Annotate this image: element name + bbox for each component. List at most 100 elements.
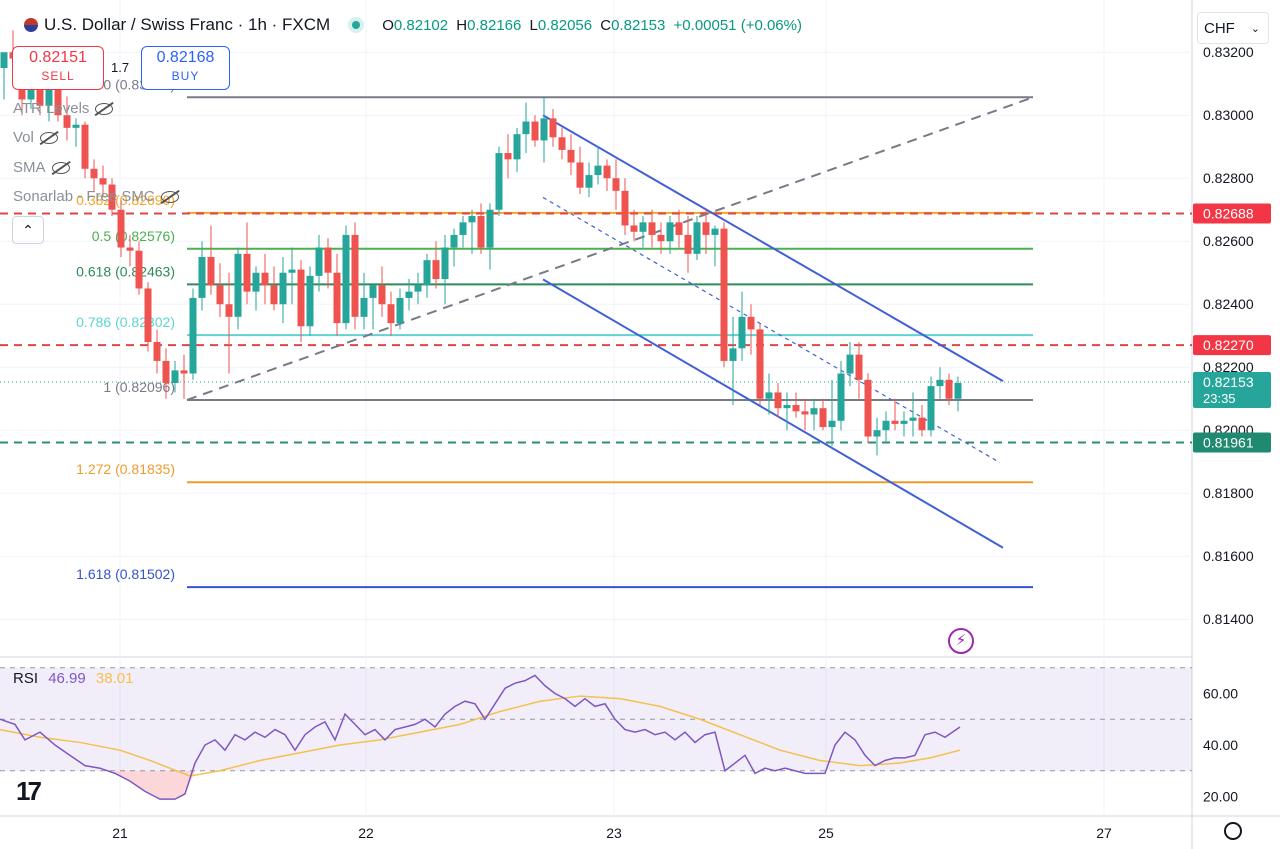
price-tag: [1193, 203, 1271, 224]
countdown-label: 23:35: [1203, 391, 1236, 406]
candle-body: [243, 253, 251, 292]
open-value: 0.82102: [393, 16, 449, 34]
candle-body: [414, 285, 422, 292]
time-tick-label: 27: [1096, 825, 1112, 841]
candle-body: [270, 285, 278, 305]
eye-hidden-icon[interactable]: [39, 132, 58, 145]
sell-button[interactable]: 0.82151 SELL: [12, 46, 104, 90]
candle-body: [693, 222, 701, 254]
lightning-alert-icon[interactable]: ⚡: [948, 628, 974, 654]
rsi-ma-value: 38.01: [95, 670, 134, 687]
candle-body: [108, 184, 116, 210]
candle-body: [522, 121, 530, 135]
price-tag: [1193, 335, 1271, 356]
candle-body: [900, 420, 908, 424]
eye-hidden-icon[interactable]: [95, 103, 114, 116]
candle-body: [387, 304, 395, 324]
eye-hidden-icon[interactable]: [160, 191, 179, 204]
candle-body: [792, 405, 800, 412]
candle-body: [459, 222, 467, 235]
rsi-value: 46.99: [48, 670, 86, 687]
indicator-atr-levels[interactable]: ATR Levels: [13, 100, 114, 117]
candle-body: [117, 209, 125, 248]
candle-body: [441, 247, 449, 280]
candle-body: [306, 275, 314, 327]
candle-body: [621, 190, 629, 226]
candles: [0, 30, 962, 456]
price-tag-label: 0.82153: [1203, 374, 1254, 390]
candle-body: [261, 272, 269, 286]
price-tick-label: 0.81400: [1203, 611, 1254, 627]
settings-gear-icon[interactable]: [1224, 822, 1242, 840]
candle-body: [828, 420, 836, 428]
sell-label: SELL: [41, 69, 75, 83]
collapse-indicators-button[interactable]: ⌃: [12, 216, 44, 244]
candle-body: [549, 118, 557, 138]
price-tick-label: 0.82200: [1203, 359, 1254, 375]
candle-body: [774, 392, 782, 409]
candle-body: [873, 430, 881, 437]
time-tick-label: 25: [818, 825, 834, 841]
candle-body: [297, 269, 305, 327]
candle-body: [675, 222, 683, 235]
indicator-vol[interactable]: Vol: [13, 129, 58, 146]
candle-body: [630, 225, 638, 232]
currency-select[interactable]: CHF ⌄: [1197, 12, 1269, 44]
trend-channel: [186, 96, 1034, 549]
candle-body: [504, 153, 512, 160]
candle-body: [378, 285, 386, 305]
candle-body: [477, 216, 485, 248]
fib-level-label: 0.618 (0.82463): [76, 263, 175, 279]
buy-label: BUY: [171, 69, 200, 83]
candle-body: [909, 417, 917, 421]
candle-body: [495, 153, 503, 210]
candle-body: [810, 408, 818, 415]
candle-body: [126, 247, 134, 251]
time-tick-label: 21: [112, 825, 128, 841]
candle-body: [324, 247, 332, 273]
candle-body: [513, 134, 521, 160]
rsi-legend[interactable]: RSI 46.99 38.01: [13, 670, 133, 687]
fib-level-label: 0.382 (0.82690): [76, 192, 175, 208]
horizontal-levels: [0, 212, 1192, 444]
price-axis: 0.83200 0.83000 0.82800 0.82600 0.82400 0.822…: [1193, 44, 1271, 627]
candle-body: [432, 260, 440, 280]
candle-body: [369, 285, 377, 298]
indicator-sma[interactable]: SMA: [13, 159, 70, 176]
chevron-down-icon: ⌄: [1250, 23, 1260, 35]
high-value: 0.82166: [467, 16, 522, 34]
fib-level-label: 1.618 (0.81502): [76, 566, 175, 582]
candle-body: [711, 228, 719, 235]
candle-body: [99, 178, 107, 185]
candle-body: [783, 405, 791, 409]
symbol-title[interactable]: U.S. Dollar / Swiss Franc · 1h · FXCM: [44, 15, 331, 34]
candle-body: [567, 149, 575, 163]
buy-button[interactable]: 0.82168 BUY: [141, 46, 230, 90]
candle-body: [63, 115, 71, 128]
ohlc-readout: O0.82102 H0.82166 L0.82056 C0.82153 +0.0…: [382, 16, 802, 34]
candle-body: [468, 216, 476, 223]
usd-chf-flag-icon: [24, 18, 38, 32]
rsi-tick-label: 40.00: [1203, 737, 1238, 753]
price-tick-label: 0.81800: [1203, 485, 1254, 501]
candle-body: [288, 269, 296, 273]
candle-body: [333, 272, 341, 324]
candle-body: [918, 417, 926, 431]
candle-body: [315, 247, 323, 276]
candle-body: [927, 386, 935, 431]
price-tag: [1193, 372, 1271, 409]
candle-body: [171, 370, 179, 383]
candle-body: [738, 316, 746, 349]
candle-body: [135, 250, 143, 289]
candle-body: [702, 222, 710, 235]
candle-body: [144, 288, 152, 343]
eye-hidden-icon[interactable]: [51, 162, 70, 175]
candle-body: [864, 379, 872, 437]
candle-body: [342, 234, 350, 324]
rsi-pane: 60.00 40.00 20.00: [0, 667, 1238, 805]
price-tick-label: 0.83200: [1203, 44, 1254, 60]
candle-body: [801, 411, 809, 415]
candle-body: [225, 304, 233, 317]
indicator-sonarlab[interactable]: Sonarlab - Free SMC: [13, 188, 179, 205]
